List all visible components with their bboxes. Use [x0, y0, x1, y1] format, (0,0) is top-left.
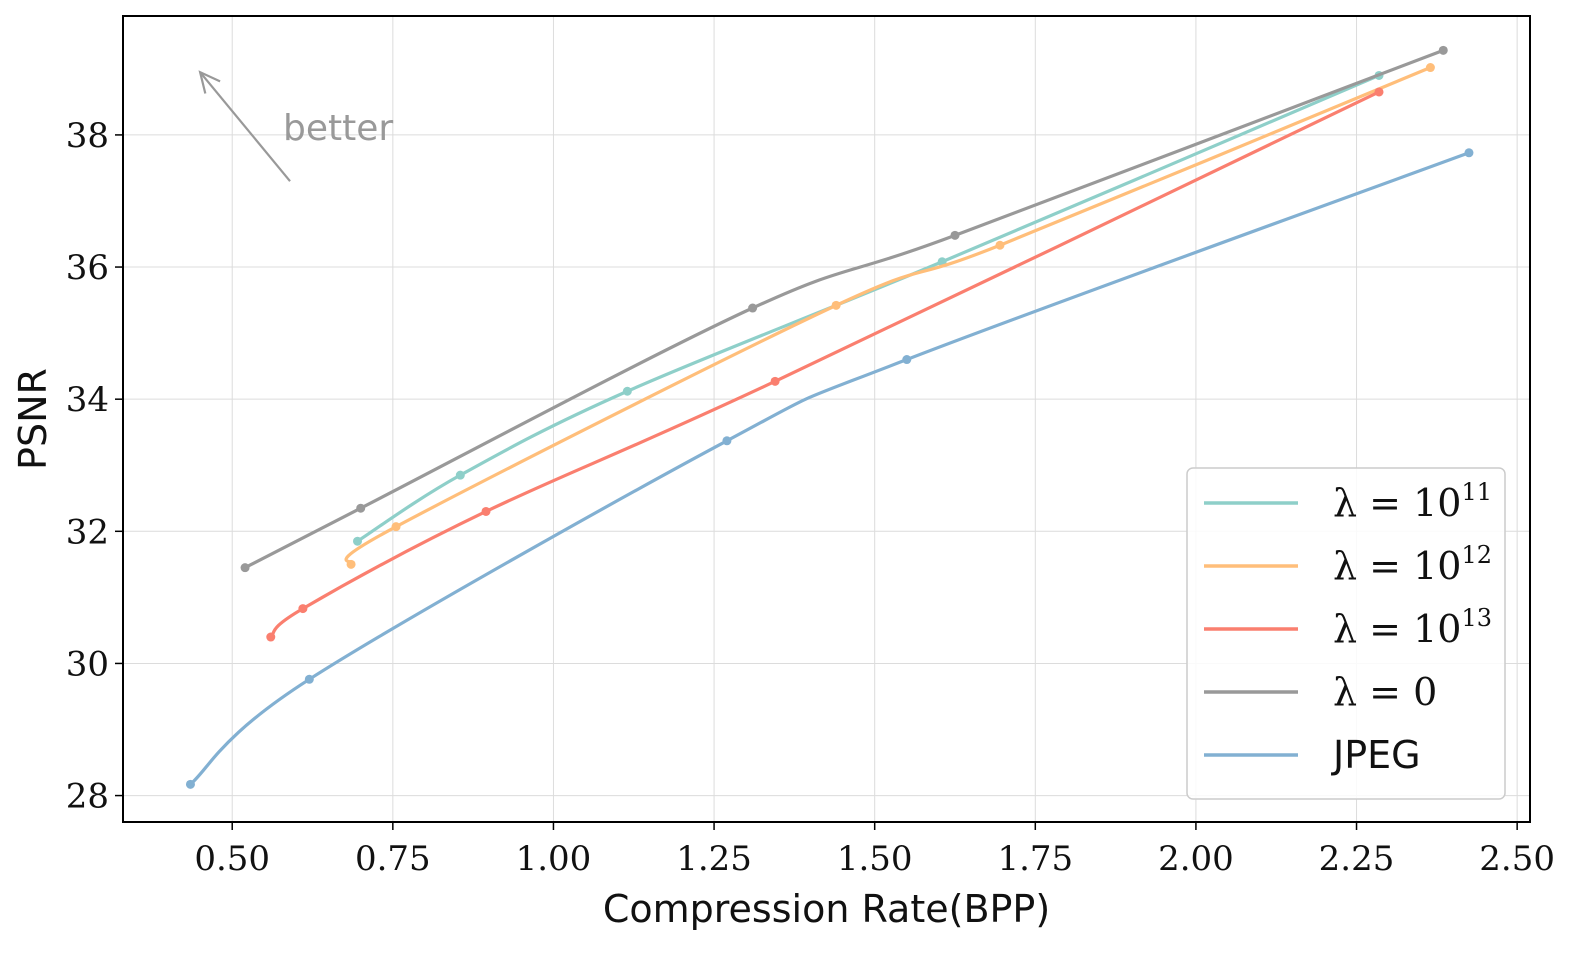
y-tick-label: 30: [66, 644, 109, 684]
data-point: [770, 376, 780, 386]
better-arrowhead: [198, 70, 221, 94]
data-point: [481, 506, 491, 516]
data-point: [622, 386, 632, 396]
data-point: [391, 522, 401, 532]
legend-label: λ = 0: [1333, 670, 1437, 714]
x-axis-title: Compression Rate(BPP): [603, 887, 1050, 931]
legend-box: [1186, 467, 1506, 800]
x-tick-label: 2.25: [1319, 839, 1395, 879]
series-line-2: [269, 90, 1381, 639]
series-lines: [185, 45, 1474, 789]
x-tick-label: 2.00: [1158, 839, 1234, 879]
legend-exponent: 11: [1461, 478, 1492, 506]
data-point: [831, 300, 841, 310]
axis-ticks: 0.50 0.75 1.00 1.25 1.50 1.75 2.00 2.25 2.50 28 30…: [66, 116, 1555, 879]
x-tick-label: 1.25: [676, 839, 752, 879]
y-tick-label: 38: [66, 116, 109, 156]
series-line-0: [355, 73, 1381, 543]
data-point: [722, 436, 732, 446]
x-tick-label: 1.75: [997, 839, 1073, 879]
data-point: [995, 240, 1005, 250]
data-point: [266, 632, 276, 642]
data-point: [1374, 87, 1384, 97]
data-point: [1438, 45, 1448, 55]
data-point: [346, 559, 356, 569]
y-axis-title: PSNR: [11, 368, 55, 470]
x-tick-label: 0.75: [355, 839, 431, 879]
x-tick-label: 1.50: [837, 839, 913, 879]
data-point: [353, 536, 362, 546]
better-label: better: [283, 108, 393, 149]
data-point: [455, 470, 465, 480]
x-tick-label: 1.00: [516, 839, 592, 879]
y-tick-label: 34: [66, 380, 109, 420]
y-tick-label: 36: [66, 248, 109, 288]
plot-frame: [122, 15, 1531, 823]
data-point: [1464, 148, 1474, 158]
data-point: [356, 503, 366, 513]
data-point: [298, 604, 308, 614]
data-point: [950, 230, 960, 240]
legend-exponent: 12: [1461, 541, 1492, 569]
data-point: [185, 779, 195, 789]
data-point: [1425, 63, 1435, 73]
better-annotation: better: [198, 70, 393, 182]
data-point: [240, 563, 250, 573]
x-tick-label: 2.50: [1479, 839, 1555, 879]
legend-label: JPEG: [1331, 733, 1421, 777]
x-tick-label: 0.50: [194, 839, 270, 879]
legend-exponent: 13: [1461, 604, 1492, 632]
data-point: [304, 674, 314, 684]
data-point: [748, 303, 758, 313]
data-point: [902, 355, 912, 365]
better-arrow: [199, 71, 291, 182]
y-tick-label: 32: [66, 512, 109, 552]
y-tick-label: 28: [66, 777, 109, 817]
